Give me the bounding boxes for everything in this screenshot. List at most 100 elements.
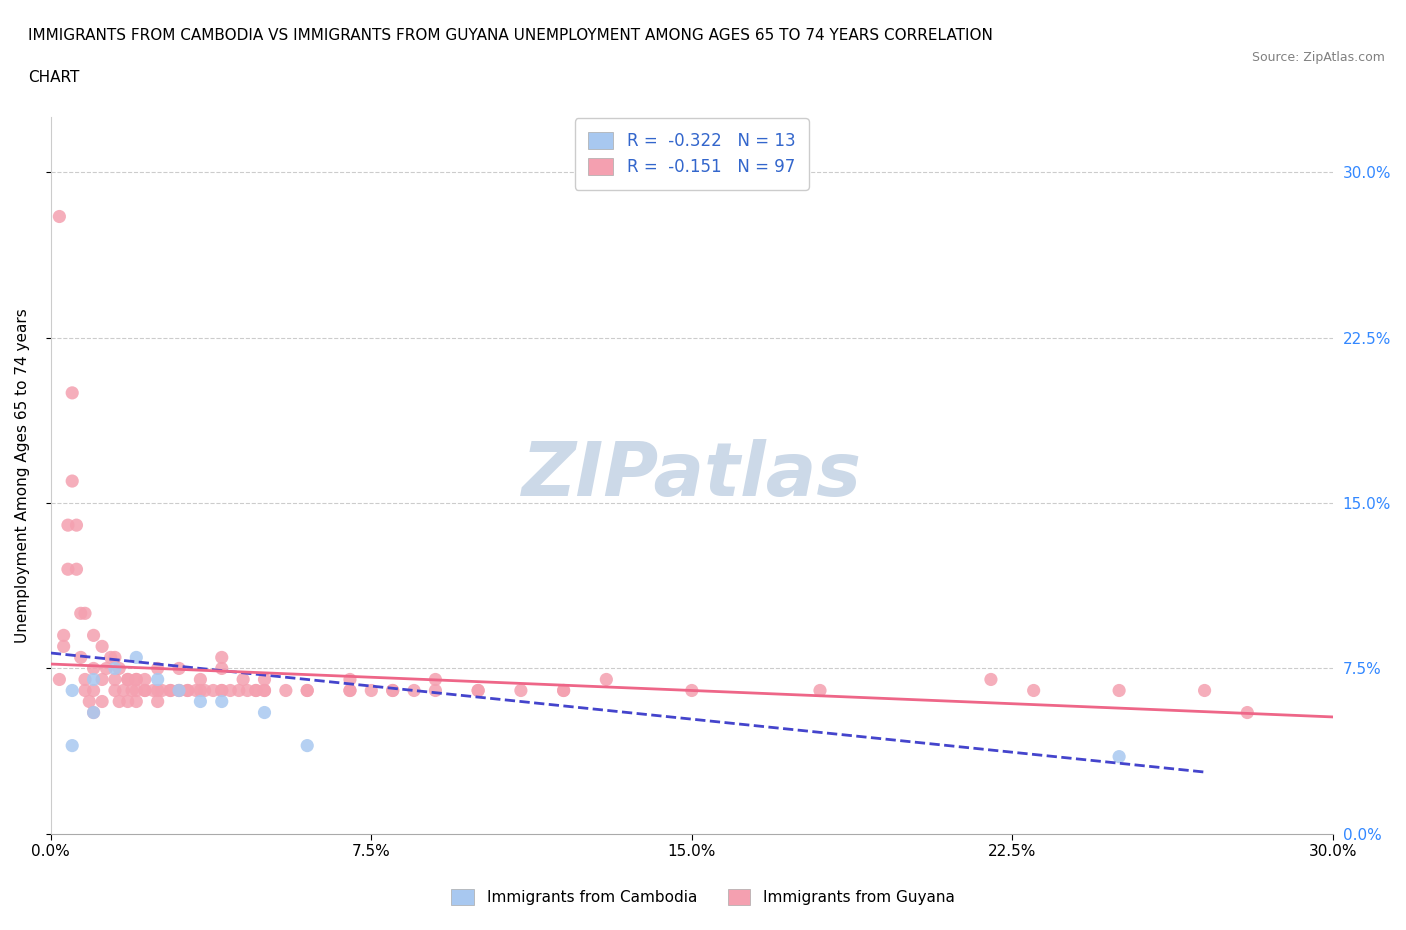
Point bbox=[125, 694, 148, 709]
Point bbox=[194, 683, 217, 698]
Point bbox=[73, 605, 96, 620]
Point bbox=[219, 683, 242, 698]
Point bbox=[167, 683, 190, 698]
Point bbox=[339, 672, 361, 687]
Point bbox=[104, 661, 127, 676]
Point bbox=[467, 683, 489, 698]
Point bbox=[176, 683, 198, 698]
Point bbox=[159, 683, 181, 698]
Point bbox=[232, 672, 254, 687]
Point bbox=[211, 694, 233, 709]
Point bbox=[83, 672, 105, 687]
Point bbox=[112, 683, 135, 698]
Point bbox=[245, 683, 267, 698]
Legend: Immigrants from Cambodia, Immigrants from Guyana: Immigrants from Cambodia, Immigrants fro… bbox=[444, 882, 962, 913]
Point bbox=[339, 683, 361, 698]
Point bbox=[65, 518, 87, 533]
Point bbox=[1236, 705, 1258, 720]
Point bbox=[211, 661, 233, 676]
Point bbox=[104, 650, 127, 665]
Point bbox=[60, 385, 83, 400]
Point bbox=[980, 672, 1002, 687]
Point bbox=[159, 683, 181, 698]
Point bbox=[808, 683, 831, 698]
Point bbox=[167, 661, 190, 676]
Point bbox=[60, 473, 83, 488]
Point bbox=[96, 661, 118, 676]
Point bbox=[108, 694, 131, 709]
Point bbox=[253, 683, 276, 698]
Point bbox=[167, 683, 190, 698]
Point bbox=[60, 738, 83, 753]
Point bbox=[52, 639, 75, 654]
Point bbox=[402, 683, 425, 698]
Point bbox=[1022, 683, 1045, 698]
Point bbox=[253, 683, 276, 698]
Point bbox=[134, 683, 156, 698]
Point bbox=[104, 683, 127, 698]
Point bbox=[83, 683, 105, 698]
Point bbox=[228, 683, 250, 698]
Point bbox=[125, 672, 148, 687]
Point bbox=[65, 562, 87, 577]
Point bbox=[83, 661, 105, 676]
Point bbox=[69, 650, 91, 665]
Point bbox=[146, 672, 169, 687]
Point bbox=[425, 683, 447, 698]
Point bbox=[142, 683, 165, 698]
Point bbox=[211, 683, 233, 698]
Point bbox=[150, 683, 173, 698]
Text: ZIPatlas: ZIPatlas bbox=[522, 439, 862, 512]
Point bbox=[553, 683, 575, 698]
Point bbox=[297, 683, 319, 698]
Text: CHART: CHART bbox=[28, 70, 80, 85]
Legend: R =  -0.322   N = 13, R =  -0.151   N = 97: R = -0.322 N = 13, R = -0.151 N = 97 bbox=[575, 118, 808, 190]
Point bbox=[595, 672, 617, 687]
Point bbox=[167, 683, 190, 698]
Point bbox=[56, 518, 79, 533]
Point bbox=[79, 694, 101, 709]
Point bbox=[48, 672, 70, 687]
Point bbox=[117, 672, 139, 687]
Point bbox=[108, 661, 131, 676]
Point bbox=[211, 683, 233, 698]
Point bbox=[467, 683, 489, 698]
Point bbox=[48, 209, 70, 224]
Point bbox=[100, 650, 122, 665]
Point bbox=[1194, 683, 1216, 698]
Point bbox=[52, 628, 75, 643]
Point bbox=[297, 683, 319, 698]
Point bbox=[134, 672, 156, 687]
Point bbox=[190, 694, 212, 709]
Point bbox=[91, 639, 114, 654]
Point bbox=[125, 672, 148, 687]
Point bbox=[146, 683, 169, 698]
Text: IMMIGRANTS FROM CAMBODIA VS IMMIGRANTS FROM GUYANA UNEMPLOYMENT AMONG AGES 65 TO: IMMIGRANTS FROM CAMBODIA VS IMMIGRANTS F… bbox=[28, 28, 993, 43]
Point bbox=[83, 628, 105, 643]
Point bbox=[381, 683, 404, 698]
Point bbox=[60, 683, 83, 698]
Point bbox=[73, 683, 96, 698]
Point bbox=[91, 694, 114, 709]
Text: Source: ZipAtlas.com: Source: ZipAtlas.com bbox=[1251, 51, 1385, 64]
Point bbox=[381, 683, 404, 698]
Point bbox=[117, 672, 139, 687]
Point bbox=[83, 705, 105, 720]
Point bbox=[211, 650, 233, 665]
Point bbox=[509, 683, 531, 698]
Point bbox=[190, 683, 212, 698]
Point bbox=[83, 705, 105, 720]
Point bbox=[121, 683, 143, 698]
Point bbox=[1108, 750, 1130, 764]
Point bbox=[146, 694, 169, 709]
Point bbox=[297, 738, 319, 753]
Point bbox=[190, 672, 212, 687]
Y-axis label: Unemployment Among Ages 65 to 74 years: Unemployment Among Ages 65 to 74 years bbox=[15, 308, 30, 643]
Point bbox=[245, 683, 267, 698]
Point bbox=[125, 683, 148, 698]
Point bbox=[274, 683, 297, 698]
Point bbox=[134, 683, 156, 698]
Point bbox=[176, 683, 198, 698]
Point bbox=[202, 683, 225, 698]
Point bbox=[56, 562, 79, 577]
